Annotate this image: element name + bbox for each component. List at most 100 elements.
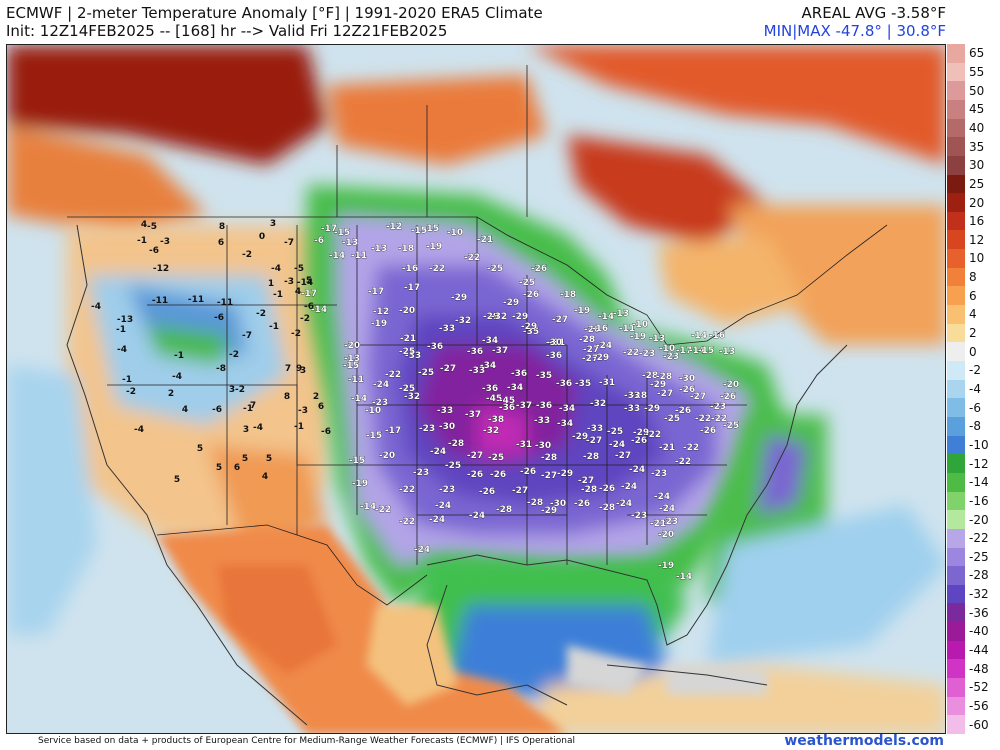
anomaly-value-label: -5 <box>147 222 157 232</box>
anomaly-value-label: -19 <box>371 319 387 329</box>
anomaly-value-label: -25 <box>664 414 680 424</box>
anomaly-value-label: -26 <box>679 385 695 395</box>
anomaly-value-label: -29 <box>512 312 528 322</box>
anomaly-value-label: -11 <box>217 298 233 308</box>
anomaly-value-label: -45 <box>499 396 515 406</box>
colorbar-cell <box>947 267 965 287</box>
colorbar-label: -14 <box>969 475 989 490</box>
anomaly-value-label: -6 <box>314 236 324 246</box>
anomaly-value-label: -26 <box>520 467 536 477</box>
anomaly-value-label: -17 <box>404 283 420 293</box>
anomaly-value-label: -24 <box>654 492 670 502</box>
anomaly-value-label: -37 <box>492 346 508 356</box>
colorbar-label: 45 <box>969 102 985 117</box>
anomaly-value-label: -33 <box>534 416 550 426</box>
anomaly-value-label: 7 <box>285 364 291 374</box>
anomaly-value-label: -26 <box>599 484 615 494</box>
anomaly-value-label: -30 <box>535 441 551 451</box>
anomaly-value-label: -7 <box>284 238 294 248</box>
anomaly-value-label: -29 <box>521 322 537 332</box>
anomaly-value-label: -15 <box>349 456 365 466</box>
anomaly-value-label: -10 <box>447 228 463 238</box>
anomaly-value-label: -27 <box>657 389 673 399</box>
anomaly-value-label: -16 <box>402 264 418 274</box>
anomaly-value-label: -6 <box>214 313 224 323</box>
anomaly-value-label: -36 <box>556 379 572 389</box>
anomaly-value-label: -24 <box>621 482 637 492</box>
anomaly-value-label: 5 <box>197 444 203 454</box>
colorbar-label: -8 <box>969 419 981 434</box>
anomaly-value-label: -23 <box>651 469 667 479</box>
anomaly-value-label: -30 <box>550 499 566 509</box>
anomaly-value-label: -28 <box>599 503 615 513</box>
colorbar-label: -12 <box>969 456 989 471</box>
anomaly-value-label: -27 <box>541 471 557 481</box>
anomaly-value-label: -22 <box>429 264 445 274</box>
anomaly-value-label: -1 <box>122 375 132 385</box>
anomaly-value-label: -29 <box>557 469 573 479</box>
anomaly-value-label: -13 <box>613 309 629 319</box>
anomaly-value-label: -14 <box>311 305 327 315</box>
anomaly-value-label: 3 <box>243 425 249 435</box>
anomaly-value-label: -17 <box>321 224 337 234</box>
anomaly-value-label: -4 <box>134 425 144 435</box>
anomaly-value-label: -24 <box>659 504 675 514</box>
anomaly-value-label: -19 <box>658 561 674 571</box>
anomaly-value-label: -4 <box>271 264 281 274</box>
init-valid-line: Init: 12Z14FEB2025 -- [168] hr --> Valid… <box>6 22 448 40</box>
anomaly-value-label: -21 <box>659 443 675 453</box>
anomaly-value-label: -1 <box>294 422 304 432</box>
colorbar-cell <box>947 566 965 586</box>
colorbar-cell <box>947 137 965 157</box>
anomaly-value-label: -34 <box>507 383 523 393</box>
anomaly-value-label: -23 <box>439 485 455 495</box>
anomaly-value-label: -22 <box>385 370 401 380</box>
anomaly-value-label: -18 <box>560 290 576 300</box>
anomaly-value-label: -17 <box>301 289 317 299</box>
colorbar-label: 35 <box>969 139 985 154</box>
anomaly-value-label: -1 <box>174 351 184 361</box>
anomaly-map: -33 -36 -32 -34 -37 -35 -36 -31 -36 -33 -34 -36 -35-… <box>6 44 946 734</box>
anomaly-value-label: -2 <box>235 385 245 395</box>
anomaly-value-label: -6 <box>149 246 159 256</box>
anomaly-value-label: -3 <box>298 406 308 416</box>
anomaly-value-label: -17 <box>368 287 384 297</box>
anomaly-value-label: -33 <box>469 366 485 376</box>
anomaly-value-label: 5 <box>216 463 222 473</box>
anomaly-value-label: -12 <box>386 222 402 232</box>
anomaly-value-label: -12 <box>373 307 389 317</box>
anomaly-value-label: -18 <box>398 244 414 254</box>
colorbar-cell <box>947 286 965 306</box>
anomaly-value-label: -22 <box>711 414 727 424</box>
colorbar-cell <box>947 416 965 437</box>
anomaly-value-label: -36 <box>546 351 562 361</box>
anomaly-value-label: -14 <box>691 331 707 341</box>
anomaly-value-label: -29 <box>483 312 499 322</box>
anomaly-value-label: -24 <box>629 465 645 475</box>
anomaly-value-label: -30 <box>546 338 562 348</box>
colorbar-cell <box>947 472 965 493</box>
anomaly-value-label: -14 <box>329 251 345 261</box>
brand-link[interactable]: weathermodels.com <box>784 733 944 749</box>
anomaly-value-label: -27 <box>467 451 483 461</box>
anomaly-value-label: -29 <box>633 428 649 438</box>
anomaly-value-label: -2 <box>242 250 252 260</box>
colorbar-label: -20 <box>969 512 989 527</box>
colorbar-label: 16 <box>969 214 985 229</box>
anomaly-value-label: -2 <box>291 329 301 339</box>
anomaly-value-label: -16 <box>592 324 608 334</box>
anomaly-value-label: -10 <box>365 406 381 416</box>
anomaly-value-label: -31 <box>599 378 615 388</box>
anomaly-value-label: -4 <box>172 372 182 382</box>
colorbar-cell <box>947 193 965 213</box>
anomaly-value-label: -20 <box>723 380 739 390</box>
anomaly-value-label: -13 <box>371 244 387 254</box>
anomaly-value-label: 4 <box>262 472 268 482</box>
colorbar-label: -25 <box>969 549 989 564</box>
anomaly-value-label: 1 <box>268 279 274 289</box>
anomaly-value-label: -36 <box>499 403 515 413</box>
anomaly-value-label: -3 <box>284 277 294 287</box>
colorbar-cell <box>947 696 965 716</box>
anomaly-value-label: -25 <box>519 278 535 288</box>
colorbar-label: 6 <box>969 288 977 303</box>
